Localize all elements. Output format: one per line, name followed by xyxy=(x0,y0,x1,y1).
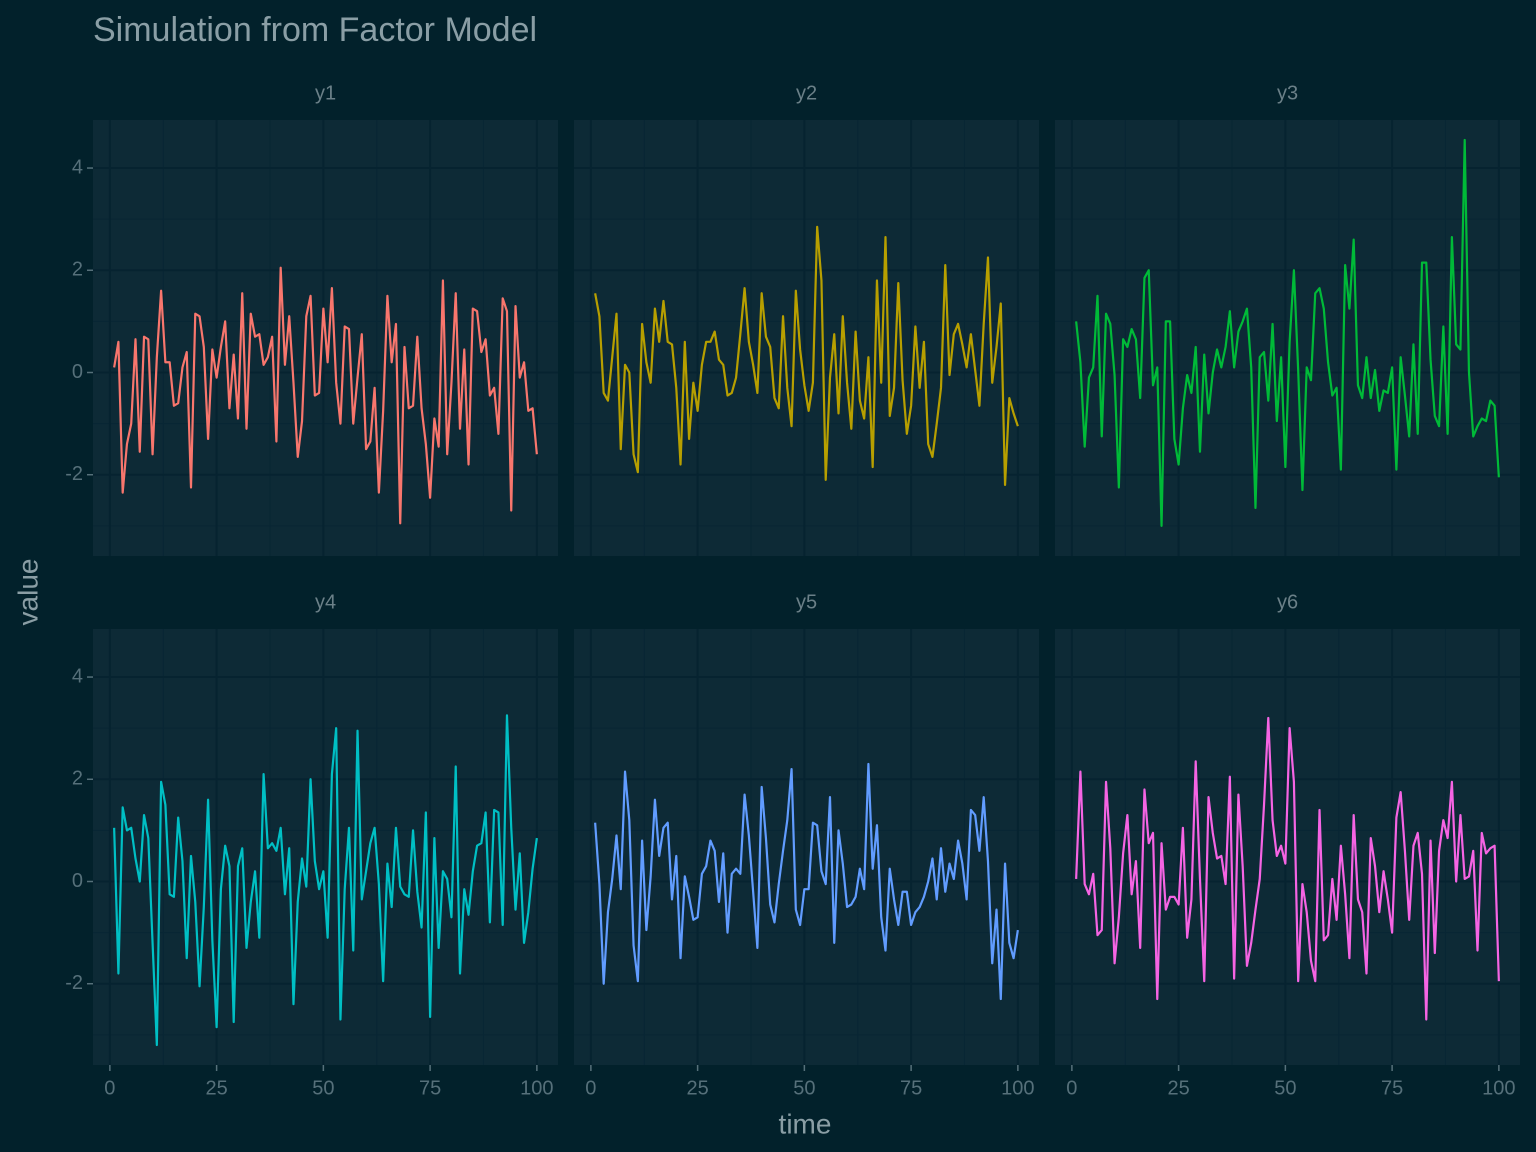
x-tick-label: 100 xyxy=(1001,1077,1034,1099)
x-axis-title: time xyxy=(779,1108,832,1139)
strip-label: y6 xyxy=(1277,591,1298,613)
y-tick-label: 0 xyxy=(72,870,83,892)
x-tick-label: 0 xyxy=(104,1077,115,1099)
x-tick-label: 75 xyxy=(900,1077,922,1099)
data-line xyxy=(594,762,1019,1001)
y-tick-label: 4 xyxy=(72,156,83,178)
data-line xyxy=(1075,716,1500,1021)
y-tick-label: -2 xyxy=(65,972,83,994)
x-tick-label: 100 xyxy=(1482,1077,1515,1099)
y-tick-label: 2 xyxy=(72,259,83,281)
y-axis-title: value xyxy=(12,559,43,626)
strip-label: y1 xyxy=(315,82,336,104)
panel: y4 -2 0 2 4 0 25 50 75 100 xyxy=(65,591,558,1099)
strip-label: y4 xyxy=(315,591,336,613)
chart-title: Simulation from Factor Model xyxy=(93,11,537,49)
panel: y5 0 25 50 75 100 xyxy=(574,591,1039,1099)
x-tick-label: 100 xyxy=(520,1077,553,1099)
data-line xyxy=(113,266,538,525)
strip-label: y2 xyxy=(796,82,817,104)
x-tick-label: 0 xyxy=(1066,1077,1077,1099)
panel-background xyxy=(93,629,558,1065)
data-line xyxy=(594,225,1019,487)
y-tick-label: -2 xyxy=(65,463,83,485)
y-tick-label: 4 xyxy=(72,665,83,687)
y-tick-label: 2 xyxy=(72,768,83,790)
panel-background xyxy=(1055,629,1520,1065)
x-tick-label: 0 xyxy=(585,1077,596,1099)
strip-label: y5 xyxy=(796,591,817,613)
panel: y3 xyxy=(1055,82,1520,556)
panel: y2 xyxy=(574,82,1039,556)
panel: y1 -2 0 2 4 xyxy=(65,82,558,556)
data-line xyxy=(1075,138,1500,527)
x-tick-label: 75 xyxy=(419,1077,441,1099)
x-tick-label: 25 xyxy=(205,1077,227,1099)
x-tick-label: 25 xyxy=(1167,1077,1189,1099)
y-tick-label: 0 xyxy=(72,361,83,383)
data-line xyxy=(113,714,538,1047)
x-tick-label: 50 xyxy=(312,1077,334,1099)
x-tick-label: 75 xyxy=(1381,1077,1403,1099)
x-tick-label: 50 xyxy=(1274,1077,1296,1099)
x-tick-label: 25 xyxy=(686,1077,708,1099)
strip-label: y3 xyxy=(1277,82,1298,104)
panel: y6 0 25 50 75 100 xyxy=(1055,591,1520,1099)
x-tick-label: 50 xyxy=(793,1077,815,1099)
